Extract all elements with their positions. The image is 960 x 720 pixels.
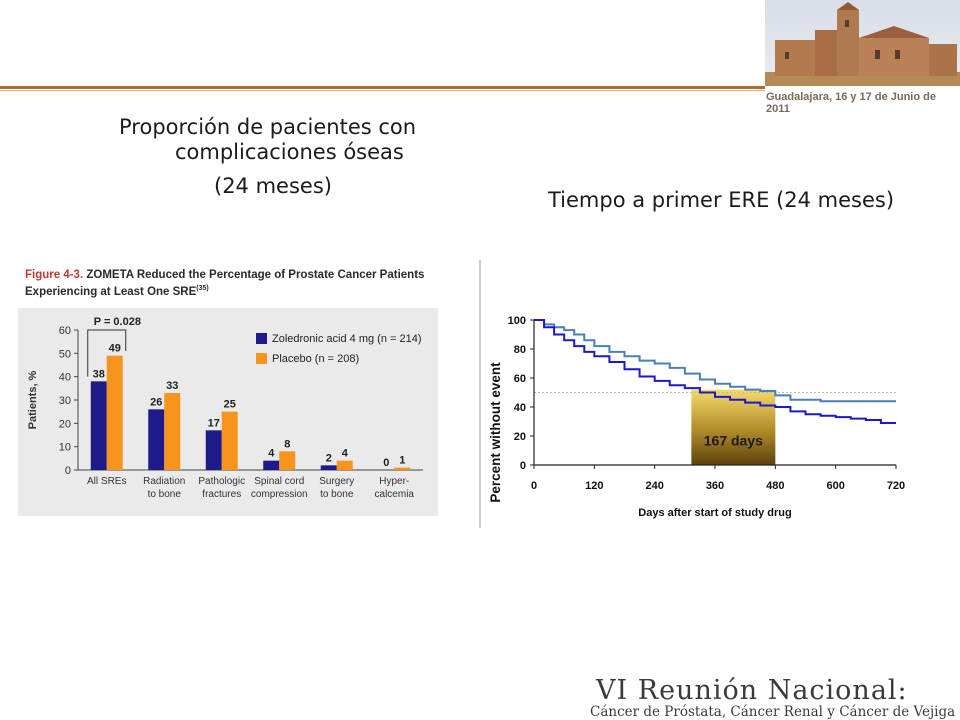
bar-category-label: All SREs — [87, 476, 126, 487]
bar-category-label: fractures — [202, 489, 241, 500]
bar-placebo — [164, 393, 181, 470]
km-x-tick-label: 0 — [531, 480, 537, 492]
km-x-tick-label: 120 — [585, 480, 603, 492]
bar-value-label: 49 — [109, 343, 121, 355]
bar-placebo — [221, 411, 238, 470]
bar-value-label: 8 — [284, 438, 290, 450]
church-illustration — [765, 0, 960, 108]
bar-placebo — [279, 451, 296, 470]
right-title: Tiempo a primer ERE (24 meses) — [548, 188, 895, 212]
bar-chart-title: Figure 4-3. ZOMETA Reduced the Percentag… — [25, 268, 445, 299]
bar-y-tick-label: 10 — [59, 442, 71, 454]
bar-chart-title-superscript: (35) — [196, 285, 209, 292]
bar-value-label: 26 — [150, 396, 162, 408]
km-x-tick-label: 240 — [645, 480, 663, 492]
bar-value-label: 4 — [342, 448, 349, 460]
bar-y-tick-label: 0 — [65, 465, 71, 477]
bar-placebo — [336, 460, 353, 470]
footer-subtitle: Cáncer de Próstata, Cáncer Renal y Cánce… — [590, 704, 956, 720]
header-rule-thin — [0, 90, 770, 91]
km-annotation: 167 days — [704, 432, 763, 448]
bar-y-tick-label: 30 — [59, 395, 71, 407]
bar-zoledronic — [90, 381, 107, 470]
left-title-line1: Proporción de pacientes con — [119, 115, 417, 139]
km-y-tick-label: 100 — [508, 315, 526, 327]
bar-value-label: 33 — [166, 380, 178, 392]
bar-value-label: 38 — [93, 368, 105, 380]
bar-category-label: Radiation — [143, 476, 185, 487]
bar-zoledronic — [148, 409, 165, 470]
p-value-bracket — [87, 329, 127, 377]
km-curve-upper — [534, 319, 896, 403]
km-y-tick-label: 40 — [514, 402, 526, 414]
bar-zoledronic — [205, 430, 222, 470]
legend-swatch-zoledronic — [256, 333, 267, 344]
bar-category-label: Pathologic — [198, 476, 245, 487]
km-x-axis-label: Days after start of study drug — [638, 507, 791, 519]
km-x-tick-label: 360 — [706, 480, 724, 492]
km-x-tick-label: 720 — [887, 480, 905, 492]
bar-value-label: 2 — [326, 452, 332, 464]
footer-title: VI Reunión Nacional: — [596, 675, 908, 706]
km-chart: 167 days 0 20 40 60 80 100 0 120 240 360 480 600 720 D… — [479, 260, 905, 528]
km-y-tick-label: 0 — [520, 460, 526, 472]
header-rule — [0, 86, 770, 89]
bar-y-tick-label: 40 — [59, 372, 71, 384]
km-curve-lower — [534, 319, 896, 424]
bar-chart-panel: 0 10 20 30 40 50 60 Patients, % 38 49 All SREs 26 33… — [18, 308, 438, 516]
km-y-tick-label: 80 — [514, 344, 526, 356]
left-title-line2: complicaciones óseas — [175, 140, 404, 164]
bar-placebo — [106, 355, 123, 470]
legend-swatch-placebo — [256, 353, 267, 364]
legend-label: Placebo (n = 208) — [272, 353, 359, 365]
bar-zoledronic — [320, 465, 337, 470]
bar-chart-figure-number: Figure 4-3. — [25, 269, 84, 281]
bar-value-label: 25 — [224, 399, 236, 411]
km-x-tick-label: 600 — [826, 480, 844, 492]
bar-y-tick-label: 60 — [59, 325, 71, 337]
km-x-tick-label: 480 — [766, 480, 784, 492]
bar-category-label: Surgery — [319, 476, 354, 487]
bar-category-label: compression — [251, 489, 308, 500]
bar-category-label: to bone — [320, 489, 354, 500]
bar-placebo — [394, 467, 411, 470]
km-y-tick-label: 20 — [514, 431, 526, 443]
bar-category-label: Spinal cord — [254, 476, 304, 487]
bar-category-label: to bone — [148, 489, 182, 500]
banner-caption: Guadalajara, 16 y 17 de Junio de 2011 — [766, 91, 936, 115]
bar-y-tick-label: 20 — [59, 418, 71, 430]
bar-category-label: calcemia — [375, 489, 415, 500]
bar-value-label: 4 — [268, 448, 275, 460]
bar-category-label: Hyper- — [379, 476, 409, 487]
left-title-line3: (24 meses) — [214, 174, 332, 198]
bar-value-label: 1 — [399, 455, 405, 467]
km-highlight-band — [691, 389, 776, 465]
legend-label: Zoledronic acid 4 mg (n = 214) — [272, 333, 422, 345]
km-y-axis-label: Percent without event — [488, 362, 503, 503]
bar-value-label: 0 — [383, 457, 389, 469]
bar-value-label: 17 — [208, 417, 220, 429]
event-banner-image — [765, 0, 960, 108]
bar-y-tick-label: 50 — [59, 348, 71, 360]
km-y-tick-label: 60 — [514, 373, 526, 385]
p-value-annotation: P = 0.028 — [94, 316, 141, 328]
bar-zoledronic — [263, 460, 280, 470]
bar-y-axis-label: Patients, % — [27, 370, 39, 429]
bar-chart-title-text: ZOMETA Reduced the Percentage of Prostat… — [25, 269, 425, 298]
